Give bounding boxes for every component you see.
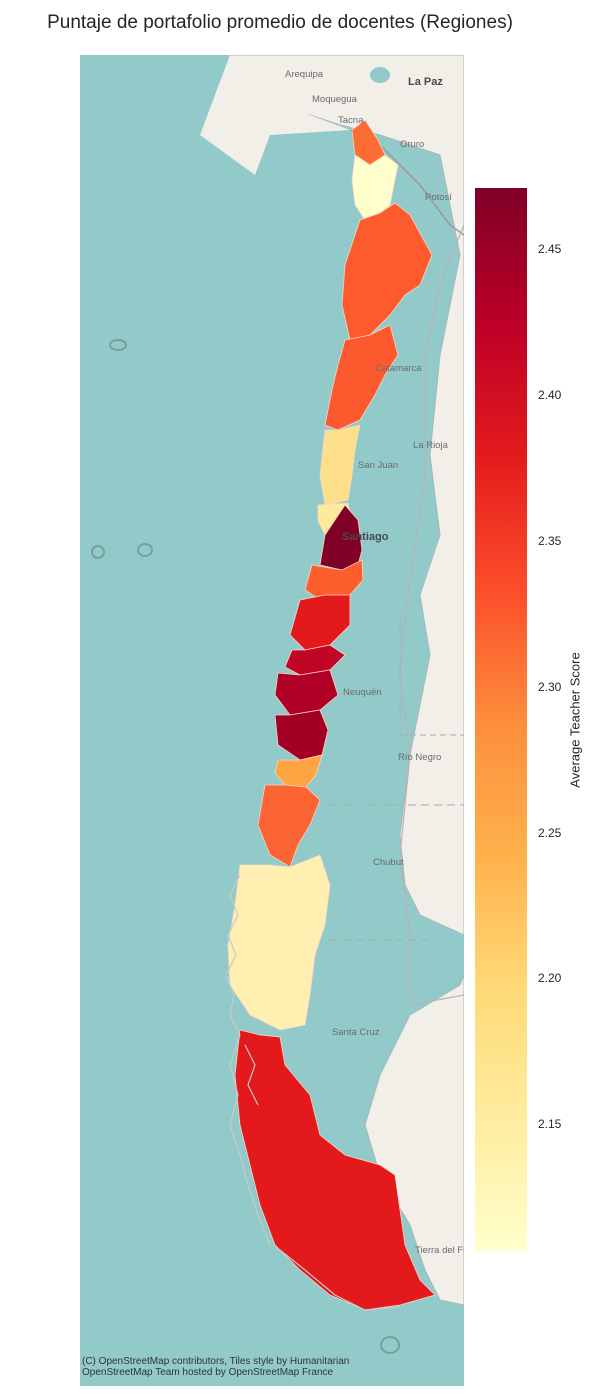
region-aysen[interactable] — [227, 854, 331, 1031]
region-coquimbo[interactable] — [319, 424, 361, 506]
region-tarapaca[interactable] — [351, 154, 399, 221]
region-maule[interactable] — [289, 594, 351, 651]
colorbar-tick: 2.45 — [538, 242, 562, 256]
colorbar-tick: 2.40 — [538, 388, 562, 402]
region-antofagasta[interactable] — [341, 202, 433, 341]
fjord-coastline — [225, 874, 401, 1311]
map-attribution: (C) OpenStreetMap contributors, Tiles st… — [82, 1356, 402, 1378]
peru-coast — [200, 55, 350, 175]
colorbar-tick: 2.15 — [538, 1117, 562, 1131]
place-chubut: Chubut — [373, 857, 404, 868]
place-potosi: Potosí — [425, 192, 452, 203]
island-4 — [380, 1336, 400, 1354]
gulf-san-jorge — [420, 935, 464, 975]
region-metropolitana[interactable] — [319, 504, 363, 571]
place-la-rioja: La Rioja — [413, 440, 449, 451]
map-title: Puntaje de portafolio promedio de docent… — [47, 12, 513, 33]
place-catamarca: Catamarca — [375, 363, 422, 374]
map-panel[interactable]: Arequipa La Paz Moquegua Tacna Oruro Pot… — [80, 55, 464, 1386]
place-la-paz: La Paz — [408, 76, 443, 88]
colorbar — [475, 188, 527, 1251]
attribution-line-1: (C) OpenStreetMap contributors, Tiles st… — [82, 1356, 350, 1367]
place-arequipa: Arequipa — [285, 69, 324, 80]
place-oruro: Oruro — [400, 139, 424, 150]
place-neuquen: Neuquén — [343, 687, 382, 698]
region-nuble[interactable] — [284, 644, 346, 676]
island-3 — [137, 543, 153, 557]
colorbar-tick: 2.35 — [538, 534, 562, 548]
colorbar-tick: 2.30 — [538, 680, 562, 694]
colorbar-tick: 2.20 — [538, 971, 562, 985]
place-san-juan: San Juan — [358, 460, 398, 471]
island-1 — [109, 339, 127, 351]
place-tierra-del-fuego: Tierra del Fuego — [415, 1245, 464, 1256]
colorbar-label: Average Teacher Score — [567, 652, 583, 788]
region-loslagos[interactable] — [257, 784, 321, 868]
island-2 — [91, 545, 105, 559]
region-ohiggins[interactable] — [304, 559, 364, 601]
lake-titicaca — [370, 67, 390, 83]
place-santa-cruz: Santa Cruz — [332, 1027, 380, 1038]
place-rio-negro: Río Negro — [398, 752, 441, 763]
attribution-line-2: OpenStreetMap Team hosted by OpenStreetM… — [82, 1367, 334, 1378]
place-tacna: Tacna — [338, 115, 364, 126]
region-magallanes[interactable] — [234, 1029, 436, 1311]
region-losrios[interactable] — [274, 754, 323, 788]
region-atacama[interactable] — [324, 324, 399, 431]
region-araucania[interactable] — [274, 709, 329, 761]
border-province-3 — [399, 615, 464, 736]
colorbar-tick: 2.25 — [538, 826, 562, 840]
place-santiago: Santiago — [342, 531, 389, 543]
region-biobio[interactable] — [274, 669, 339, 716]
map-svg: Arequipa La Paz Moquegua Tacna Oruro Pot… — [80, 55, 464, 1386]
land-mass — [229, 55, 464, 1306]
place-moquegua: Moquegua — [312, 94, 358, 105]
